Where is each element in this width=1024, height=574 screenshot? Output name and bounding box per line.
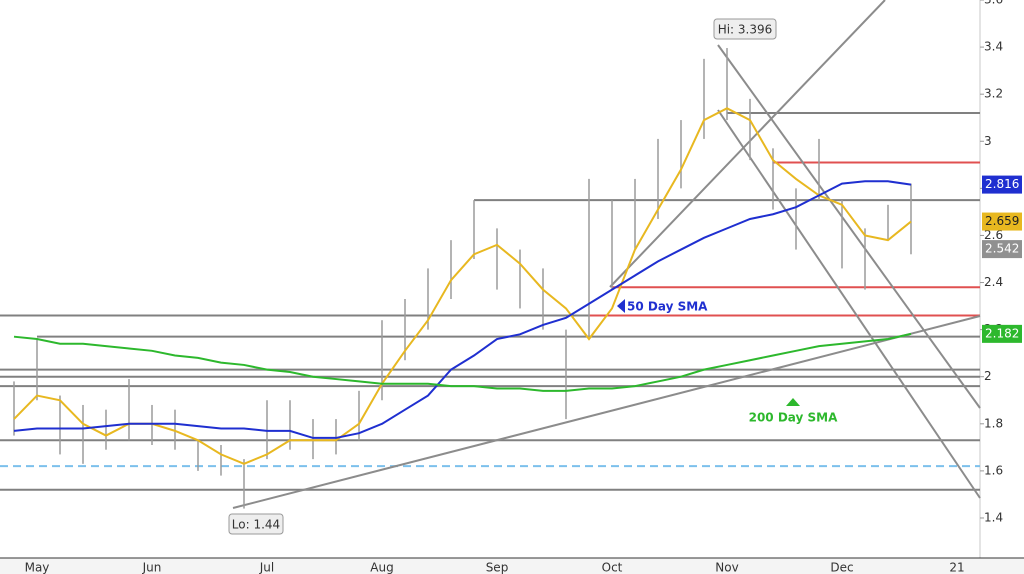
trendline (717, 109, 981, 499)
trendlines (232, 0, 981, 509)
price-tag: 2.542 (985, 242, 1019, 256)
x-tick-label: Jul (259, 561, 274, 574)
plot-area (0, 0, 980, 558)
x-tick-label: Nov (715, 561, 738, 574)
trendline (717, 44, 981, 409)
y-tick-label: 1.6 (984, 463, 1003, 477)
x-tick-label: Sep (486, 561, 509, 574)
trendline (609, 0, 886, 288)
sma50-arrow (617, 299, 625, 313)
annotations: Hi: 3.396 Lo: 1.44 50 Day SMA 200 Day SM… (228, 18, 839, 535)
y-tick-label: 3 (984, 134, 992, 148)
x-tick-label: Oct (602, 561, 623, 574)
x-tick-label: May (25, 561, 50, 574)
x-tick-label: 21 (949, 561, 964, 574)
price-tag-box (982, 212, 1022, 231)
x-tick-label: Dec (830, 561, 853, 574)
x-tick-label: Aug (370, 561, 393, 574)
price-tag: 2.816 (985, 177, 1019, 191)
x-labels: May Jun Jul Aug Sep Oct Nov Dec 21 (25, 561, 965, 574)
price-tag: 2.182 (985, 326, 1019, 340)
trendline (232, 315, 981, 509)
y-axis-area (980, 0, 1024, 558)
y-tick-label: 1.4 (984, 510, 1003, 524)
x-axis-area (0, 558, 1024, 574)
y-tick-label: 3.2 (984, 87, 1003, 101)
price-tag-box (982, 175, 1022, 194)
moving-averages (13, 107, 912, 465)
hi-label: Hi: 3.396 (718, 23, 773, 37)
price-tag: 2.659 (985, 214, 1019, 228)
price-tag-box (982, 324, 1022, 343)
sma-line (13, 107, 912, 465)
sma200-label: 200 Day SMA (749, 411, 839, 425)
sma-line (13, 332, 912, 392)
price-tag-box (982, 240, 1022, 259)
sma50-label: 50 Day SMA (627, 300, 708, 314)
y-tick-label: 3.4 (984, 40, 1003, 54)
hi-box (713, 18, 777, 40)
y-tick-label: 1.8 (984, 416, 1003, 430)
y-tick-label: 3.6 (984, 0, 1003, 7)
price-tags: 2.659 2.816 2.182 2.542 (982, 175, 1022, 343)
sma200-arrow (786, 398, 800, 406)
sma-line (13, 180, 912, 439)
y-tick-label: 2.4 (984, 275, 1003, 289)
y-tick-label: 2 (984, 369, 992, 383)
lo-label: Lo: 1.44 (232, 518, 280, 532)
y-tick-label: 2.6 (984, 228, 1003, 242)
x-tick-label: Jun (142, 561, 162, 574)
lo-box (228, 513, 284, 535)
